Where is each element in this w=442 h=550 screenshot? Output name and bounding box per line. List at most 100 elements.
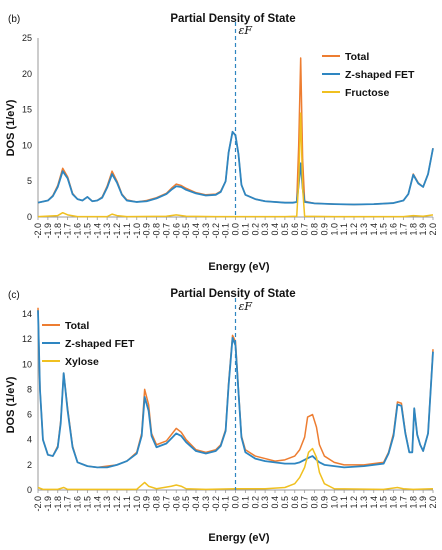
panel-c-x-axis-label: Energy (eV): [208, 532, 269, 544]
panel-c-x-tick-label: -1.7: [63, 496, 73, 512]
panel-c-legend-label: Xylose: [65, 356, 99, 368]
panel-c-y-tick-label: 4: [27, 435, 32, 445]
panel-c-x-tick-label: 0.6: [290, 496, 300, 509]
panel-b-y-tick-label: 20: [22, 69, 32, 79]
panel-b-y-axis-label: DOS (1/eV): [5, 99, 17, 156]
panel-b-x-tick-label: -0.7: [161, 223, 171, 239]
panel-c-series-line-fet: [37, 310, 434, 469]
panel-c-title: Partial Density of State: [170, 288, 295, 300]
panel-c-x-tick-label: 1.0: [329, 496, 339, 509]
panel-b-x-tick-label: 0.2: [250, 223, 260, 236]
panel-b-x-tick-label: 0.9: [319, 223, 329, 236]
panel-b-x-tick-label: 1.7: [398, 223, 408, 236]
panel-b-y-tick-label: 15: [22, 105, 32, 115]
panel-c-y-tick-label: 8: [27, 384, 32, 394]
panel-c-x-tick-label: -0.5: [181, 496, 191, 512]
panel-b-y-tick-label: 10: [22, 140, 32, 150]
panel-b-x-tick-label: 2.0: [428, 223, 438, 236]
panel-c-x-tick-label: 1.5: [379, 496, 389, 509]
panel-b-x-axis-label: Energy (eV): [208, 261, 269, 273]
panel-b-x-tick-label: -0.5: [181, 223, 191, 239]
panel-b-x-tick-label: -1.7: [63, 223, 73, 239]
panel-c-x-tick-label: -0.4: [191, 496, 201, 512]
panel-b-y-tick-label: 5: [27, 176, 32, 186]
panel-c-x-tick-label: 0.9: [319, 496, 329, 509]
panel-b-x-tick-label: -0.9: [142, 223, 152, 239]
panel-b-x-tick-label: 0.6: [290, 223, 300, 236]
panel-b-x-tick-label: 0.3: [260, 223, 270, 236]
panel-c-x-tick-label: -2.0: [33, 496, 43, 512]
panel-c-x-tick-label: 1.1: [339, 496, 349, 509]
panel-c-label: (c): [8, 290, 20, 301]
panel-b-y-tick-label: 25: [22, 33, 32, 43]
panel-c-x-tick-label: -0.1: [221, 496, 231, 512]
panel-c-x-tick-label: 0.7: [300, 496, 310, 509]
panel-b-x-tick-label: 0.0: [231, 223, 241, 236]
panel-b-x-tick-label: -0.1: [221, 223, 231, 239]
panel-c-x-tick-label: 1.3: [359, 496, 369, 509]
panel-c-legend-label: Z-shaped FET: [65, 338, 135, 350]
panel-b-x-tick-label: -0.4: [191, 223, 201, 239]
panel-c-fermi-label: εF: [239, 300, 253, 313]
panel-c-x-tick-label: -1.8: [53, 496, 63, 512]
panel-c-y-tick-label: 12: [22, 334, 32, 344]
panel-c-x-tick-label: -0.7: [161, 496, 171, 512]
panel-c-x-tick-label: 0.4: [270, 496, 280, 509]
panel-b-label: (b): [8, 14, 20, 25]
panel-c-x-tick-label: -1.3: [102, 496, 112, 512]
panel-c-x-tick-label: -0.2: [211, 496, 221, 512]
panel-c-x-tick-label: -1.9: [43, 496, 53, 512]
panel-b-series-line-mol: [37, 112, 434, 218]
panel-b-x-tick-label: -0.3: [201, 223, 211, 239]
panel-b-title: Partial Density of State: [170, 13, 295, 25]
panel-c-x-tick-label: -1.0: [132, 496, 142, 512]
panel-c-x-tick-label: 0.1: [240, 496, 250, 509]
panel-c-x-tick-label: -1.1: [122, 496, 132, 512]
panel-b-x-tick-label: 1.5: [379, 223, 389, 236]
panel-b-legend-label: Z-shaped FET: [345, 69, 415, 81]
panel-b-x-tick-label: 0.7: [300, 223, 310, 236]
panel-c-x-tick-label: 0.0: [231, 496, 241, 509]
panel-b-x-tick-label: 1.0: [329, 223, 339, 236]
panel-c-y-tick-label: 2: [27, 460, 32, 470]
panel-c-y-tick-label: 10: [22, 359, 32, 369]
panel-c-x-tick-label: 0.8: [310, 496, 320, 509]
panel-b-x-tick-label: -1.8: [53, 223, 63, 239]
panel-c-x-tick-label: 1.4: [369, 496, 379, 509]
panel-c-x-tick-label: 1.7: [398, 496, 408, 509]
panel-c-x-tick-label: 1.2: [349, 496, 359, 509]
panel-c-x-tick-label: -0.8: [152, 496, 162, 512]
panel-b-x-tick-label: 1.3: [359, 223, 369, 236]
panel-c-legend-label: Total: [65, 320, 89, 332]
panel-c-x-tick-label: -1.6: [73, 496, 83, 512]
panel-c-y-tick-label: 14: [22, 309, 32, 319]
panel-b-x-tick-label: -0.2: [211, 223, 221, 239]
panel-b-x-tick-label: 1.4: [369, 223, 379, 236]
panel-c-x-tick-label: 1.8: [408, 496, 418, 509]
panel-c-y-tick-label: 0: [27, 485, 32, 495]
panel-b-y-tick-label: 0: [27, 212, 32, 222]
panel-b-x-tick-label: -0.8: [152, 223, 162, 239]
panel-b-x-tick-label: -2.0: [33, 223, 43, 239]
panel-b-x-tick-label: 0.5: [280, 223, 290, 236]
panel-c-x-tick-label: 2.0: [428, 496, 438, 509]
panel-c-x-tick-label: -1.4: [92, 496, 102, 512]
panel-b-x-tick-label: -1.6: [73, 223, 83, 239]
panel-b-x-tick-label: 1.8: [408, 223, 418, 236]
panel-b-x-tick-label: 0.4: [270, 223, 280, 236]
panel-c-x-tick-label: -0.9: [142, 496, 152, 512]
panel-b-legend-label: Fructose: [345, 87, 390, 99]
panel-b-x-tick-label: -1.9: [43, 223, 53, 239]
panel-b-x-tick-label: -1.0: [132, 223, 142, 239]
panel-b-series-line-fet: [37, 130, 434, 206]
panel-b-x-tick-label: -0.6: [171, 223, 181, 239]
panel-b-x-tick-label: 1.1: [339, 223, 349, 236]
panel-c-y-tick-label: 6: [27, 410, 32, 420]
panel-b-plot-area: εF: [37, 22, 434, 218]
panel-c-x-tick-label: -1.2: [112, 496, 122, 512]
panel-b-x-tick-label: 1.6: [389, 223, 399, 236]
panel-c-x-tick-label: -0.6: [171, 496, 181, 512]
panel-c-y-axis-label: DOS (1/eV): [5, 376, 17, 433]
